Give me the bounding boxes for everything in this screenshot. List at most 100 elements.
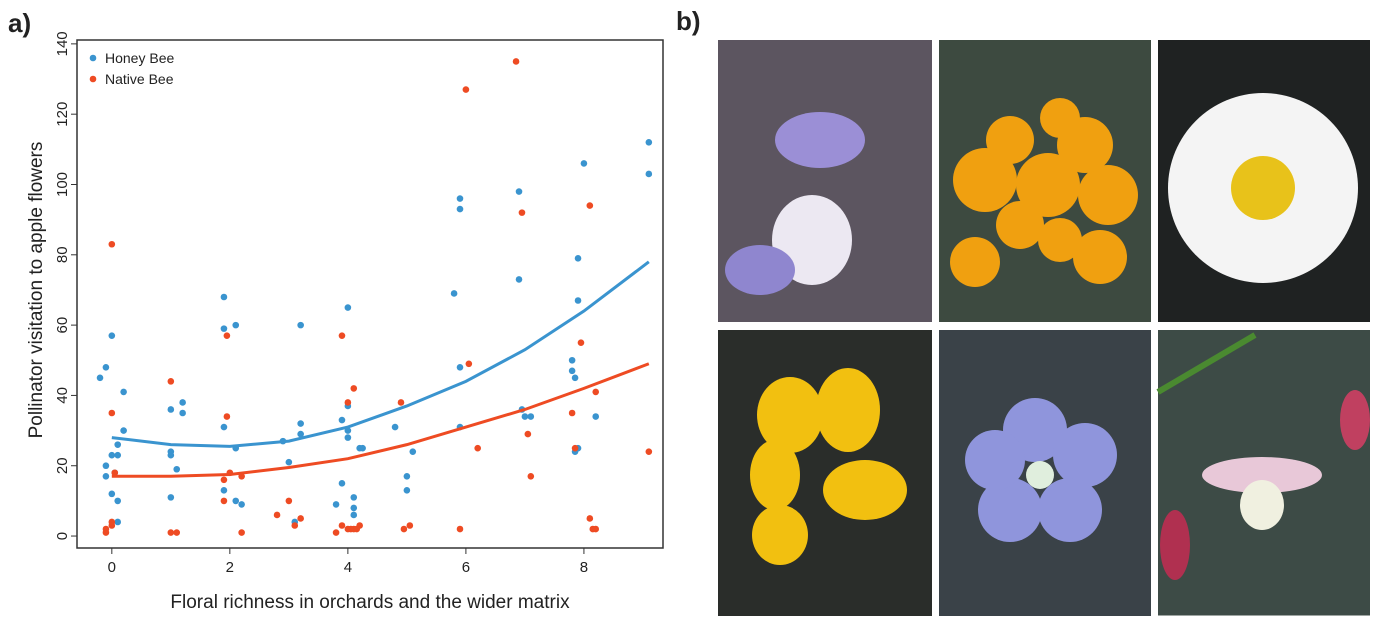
point	[569, 410, 576, 417]
x-tick-label: 4	[344, 559, 352, 576]
point	[401, 526, 408, 533]
petal	[775, 112, 865, 168]
point	[103, 529, 110, 536]
point	[221, 325, 228, 332]
point	[297, 322, 304, 329]
point	[528, 473, 535, 480]
point	[353, 526, 360, 533]
legend-label: Honey Bee	[105, 50, 174, 66]
point	[97, 375, 104, 382]
point	[109, 332, 116, 339]
point	[221, 498, 228, 505]
point	[114, 498, 121, 505]
fit-curve	[112, 262, 649, 447]
point	[457, 364, 464, 371]
point	[572, 445, 579, 452]
x-tick-label: 8	[580, 559, 588, 576]
panel-label: a)	[8, 8, 31, 38]
point	[297, 420, 304, 427]
plot-frame	[77, 40, 663, 548]
point	[516, 188, 523, 195]
point	[569, 357, 576, 364]
point	[224, 332, 231, 339]
point	[646, 171, 653, 178]
point	[238, 501, 245, 508]
point	[291, 522, 298, 529]
point	[474, 445, 481, 452]
point	[297, 515, 304, 522]
point	[238, 473, 245, 480]
panel-label: b)	[676, 6, 701, 36]
point	[168, 452, 175, 459]
point	[103, 462, 110, 469]
point	[345, 427, 352, 434]
y-tick-label: 0	[54, 532, 71, 540]
point	[522, 413, 529, 420]
point	[114, 519, 121, 526]
point	[519, 209, 526, 216]
point	[232, 322, 239, 329]
point	[109, 241, 116, 248]
point	[350, 505, 357, 512]
y-tick-label: 20	[54, 457, 71, 474]
point	[513, 58, 520, 65]
point	[103, 473, 110, 480]
point	[173, 466, 180, 473]
point	[109, 410, 116, 417]
daisy	[1168, 93, 1358, 283]
point	[398, 399, 405, 406]
x-axis-title: Floral richness in orchards and the wide…	[170, 592, 570, 613]
point	[575, 255, 582, 262]
point	[646, 139, 653, 146]
point	[224, 413, 231, 420]
x-tick-label: 6	[462, 559, 470, 576]
legend-marker	[90, 55, 97, 62]
point	[587, 202, 594, 209]
point	[120, 389, 127, 396]
y-tick-label: 60	[54, 317, 71, 334]
point	[274, 512, 281, 519]
point	[168, 494, 175, 501]
point	[345, 304, 352, 311]
point	[221, 294, 228, 301]
point	[592, 389, 599, 396]
point	[286, 498, 293, 505]
point	[404, 487, 411, 494]
point	[409, 448, 416, 455]
point	[114, 441, 121, 448]
point	[339, 522, 346, 529]
y-tick-label: 100	[54, 172, 71, 197]
point	[457, 526, 464, 533]
point	[114, 452, 121, 459]
point	[227, 469, 234, 476]
point	[297, 431, 304, 438]
x-tick-label: 0	[108, 559, 116, 576]
point	[592, 413, 599, 420]
point	[646, 448, 653, 455]
point	[339, 417, 346, 424]
point	[179, 399, 186, 406]
point	[232, 498, 239, 505]
point	[168, 378, 175, 385]
point	[103, 364, 110, 371]
point	[572, 375, 579, 382]
point	[350, 494, 357, 501]
point	[232, 445, 239, 452]
point	[173, 529, 180, 536]
y-tick-label: 120	[54, 102, 71, 127]
point	[221, 476, 228, 483]
point	[109, 452, 116, 459]
figure: a) b) Floral richness in orchards and th…	[0, 0, 1376, 616]
point	[525, 431, 532, 438]
point	[359, 445, 366, 452]
point	[221, 487, 228, 494]
point	[333, 529, 340, 536]
legend-label: Native Bee	[105, 71, 174, 87]
point	[457, 206, 464, 213]
point	[109, 491, 116, 498]
photo-grid	[718, 40, 1370, 616]
point	[578, 339, 585, 346]
petal	[725, 245, 795, 295]
point	[168, 529, 175, 536]
point	[451, 290, 458, 297]
